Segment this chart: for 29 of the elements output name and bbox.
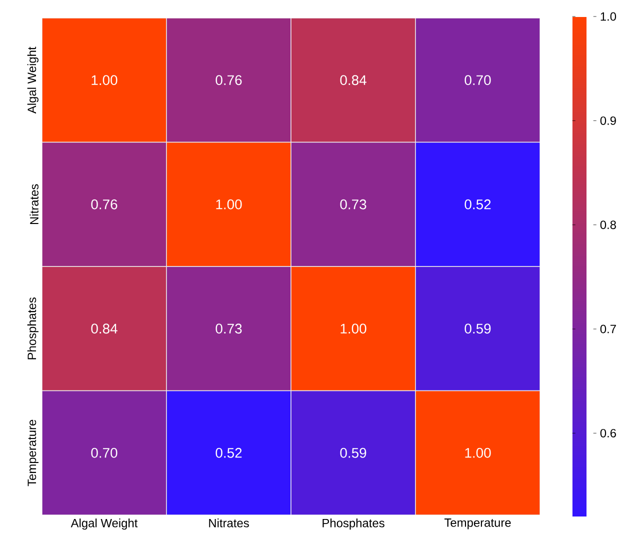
data-label: 1.00: [216, 199, 242, 210]
data-label: 0.73: [216, 324, 242, 334]
y-tick-label: Nitrates: [30, 184, 38, 224]
data-label: 0.52: [464, 199, 491, 210]
y-tick-label: Temperature: [28, 420, 38, 486]
x-tick-label: Algal Weight: [70, 518, 138, 530]
x-tick-label: Nitrates: [209, 518, 249, 528]
data-label: 0.52: [216, 448, 242, 458]
color-bar-label: 0.9: [600, 116, 616, 125]
data-label: 0.76: [216, 75, 242, 86]
data-label: 0.84: [91, 324, 118, 334]
data-label: 1.00: [92, 75, 118, 86]
color-bar-label: 0.7: [600, 324, 616, 334]
data-label: 0.76: [91, 199, 118, 210]
y-tick-label: Phosphates: [27, 298, 38, 360]
data-label: 1.00: [340, 324, 366, 334]
data-label: 0.59: [340, 448, 366, 458]
data-label: 0.73: [340, 199, 366, 210]
data-label: 1.00: [465, 448, 491, 458]
color-bar-label: 0.8: [600, 220, 616, 230]
data-label: 0.70: [91, 448, 118, 458]
data-label: 0.59: [464, 324, 491, 334]
color-bar-label: 1.0: [600, 12, 616, 21]
data-label: 0.84: [340, 75, 366, 86]
x-tick-label: Temperature: [444, 518, 511, 530]
color-bar-label: 0.6: [600, 428, 616, 438]
data-label: 0.70: [464, 75, 491, 86]
x-tick-label: Phosphates: [322, 518, 384, 530]
y-tick-label: Algal Weight: [27, 46, 38, 114]
